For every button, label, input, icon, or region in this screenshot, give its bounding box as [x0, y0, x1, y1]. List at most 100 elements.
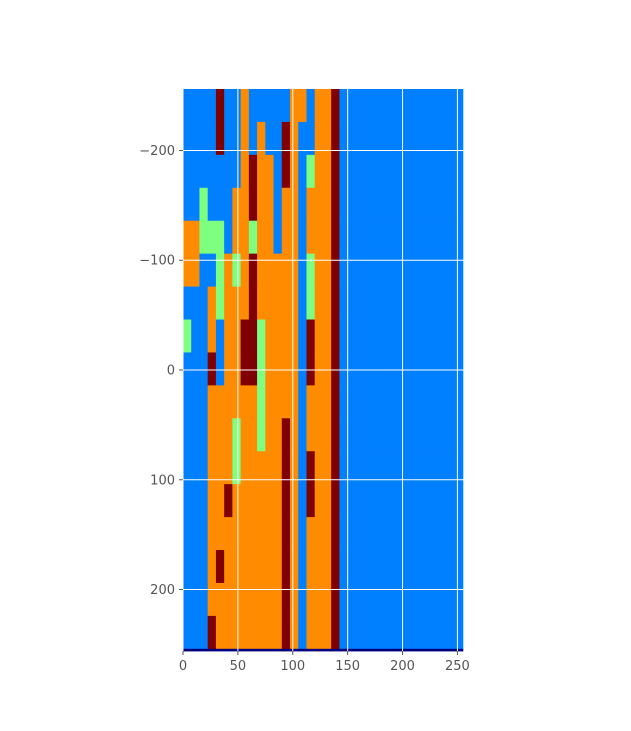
heatmap-cell: [224, 385, 233, 419]
heatmap-cell: [248, 582, 258, 617]
heatmap-cell: [290, 154, 299, 189]
heatmap-cell: [429, 352, 439, 386]
heatmap-cell: [240, 648, 250, 652]
heatmap-cell: [183, 582, 192, 617]
heatmap-cell: [215, 154, 225, 189]
heatmap-cell: [215, 418, 225, 452]
heatmap-cell: [446, 550, 456, 584]
heatmap-cell: [314, 550, 324, 584]
heatmap-cell: [364, 550, 373, 584]
heatmap-cell: [207, 451, 217, 485]
heatmap-cell: [273, 615, 283, 650]
heatmap-cell: [191, 154, 200, 189]
heatmap-cell: [446, 121, 456, 156]
heatmap-cell: [405, 220, 414, 255]
y-tick-label: 200: [150, 583, 175, 598]
heatmap-cell: [232, 418, 242, 452]
heatmap-cell: [232, 648, 242, 652]
heatmap-cell: [380, 286, 390, 320]
heatmap-cell: [232, 484, 242, 518]
heatmap-cell: [265, 550, 274, 584]
heatmap-cell: [240, 154, 250, 189]
heatmap-cell: [240, 253, 250, 287]
heatmap-cell: [429, 615, 439, 650]
heatmap-cell: [232, 319, 242, 353]
heatmap-cell: [273, 517, 283, 551]
heatmap-cell: [355, 615, 365, 650]
heatmap-cell: [454, 451, 464, 485]
heatmap-cell: [224, 121, 233, 156]
heatmap-cell: [322, 615, 332, 650]
heatmap-cell: [355, 451, 365, 485]
heatmap-cell: [372, 319, 381, 353]
heatmap-cell: [199, 89, 209, 123]
heatmap-cell: [273, 121, 283, 156]
heatmap-cell: [314, 121, 324, 156]
heatmap-cell: [421, 319, 431, 353]
heatmap-cell: [199, 121, 209, 156]
heatmap-cell: [183, 615, 192, 650]
heatmap-cell: [240, 220, 250, 255]
heatmap-cell: [397, 582, 406, 617]
heatmap-cell: [224, 220, 233, 255]
heatmap-cell: [240, 550, 250, 584]
heatmap-cell: [183, 319, 192, 353]
heatmap-cell: [454, 385, 464, 419]
heatmap-cell: [388, 550, 398, 584]
heatmap-cell: [429, 187, 439, 222]
heatmap-cell: [446, 89, 456, 123]
heatmap-cell: [364, 89, 373, 123]
heatmap-cell: [421, 385, 431, 419]
heatmap-cell: [339, 319, 349, 353]
heatmap-cell: [355, 418, 365, 452]
heatmap-cell: [281, 121, 291, 156]
heatmap-cell: [397, 451, 406, 485]
heatmap-cell: [438, 89, 447, 123]
heatmap-cell: [232, 121, 242, 156]
heatmap-cell: [290, 615, 299, 650]
heatmap-cell: [347, 550, 357, 584]
heatmap-cell: [364, 615, 373, 650]
heatmap-cell: [380, 220, 390, 255]
heatmap-cell: [191, 286, 200, 320]
heatmap-cell: [331, 154, 340, 189]
heatmap-cell: [273, 582, 283, 617]
heatmap-cell: [429, 451, 439, 485]
heatmap-cell: [372, 121, 381, 156]
heatmap-cell: [290, 121, 299, 156]
heatmap-cell: [413, 648, 423, 652]
heatmap-cell: [429, 154, 439, 189]
heatmap-cell: [290, 517, 299, 551]
heatmap-cell: [273, 89, 283, 123]
heatmap-cell: [421, 517, 431, 551]
heatmap-cell: [347, 418, 357, 452]
heatmap-cell: [438, 418, 447, 452]
heatmap-cell: [331, 451, 340, 485]
heatmap-cell: [446, 648, 456, 652]
heatmap-cell: [257, 517, 266, 551]
heatmap-cell: [281, 187, 291, 222]
heatmap-cell: [273, 550, 283, 584]
heatmap-cell: [339, 517, 349, 551]
heatmap-cell: [183, 385, 192, 419]
heatmap-cell: [224, 418, 233, 452]
heatmap-cell: [314, 89, 324, 123]
heatmap-cell: [257, 220, 266, 255]
heatmap-cell: [224, 484, 233, 518]
heatmap-cell: [232, 352, 242, 386]
heatmap-cell: [380, 451, 390, 485]
heatmap-cell: [429, 418, 439, 452]
heatmap-cell: [388, 582, 398, 617]
heatmap-cell: [224, 550, 233, 584]
heatmap-cell: [248, 352, 258, 386]
heatmap-cell: [339, 648, 349, 652]
heatmap-cell: [339, 286, 349, 320]
heatmap-cell: [207, 286, 217, 320]
heatmap-cell: [314, 253, 324, 287]
heatmap-cell: [438, 648, 447, 652]
heatmap-cell: [364, 484, 373, 518]
heatmap-cell: [322, 121, 332, 156]
heatmap-cell: [265, 121, 274, 156]
heatmap-cell: [421, 220, 431, 255]
heatmap-cell: [413, 286, 423, 320]
